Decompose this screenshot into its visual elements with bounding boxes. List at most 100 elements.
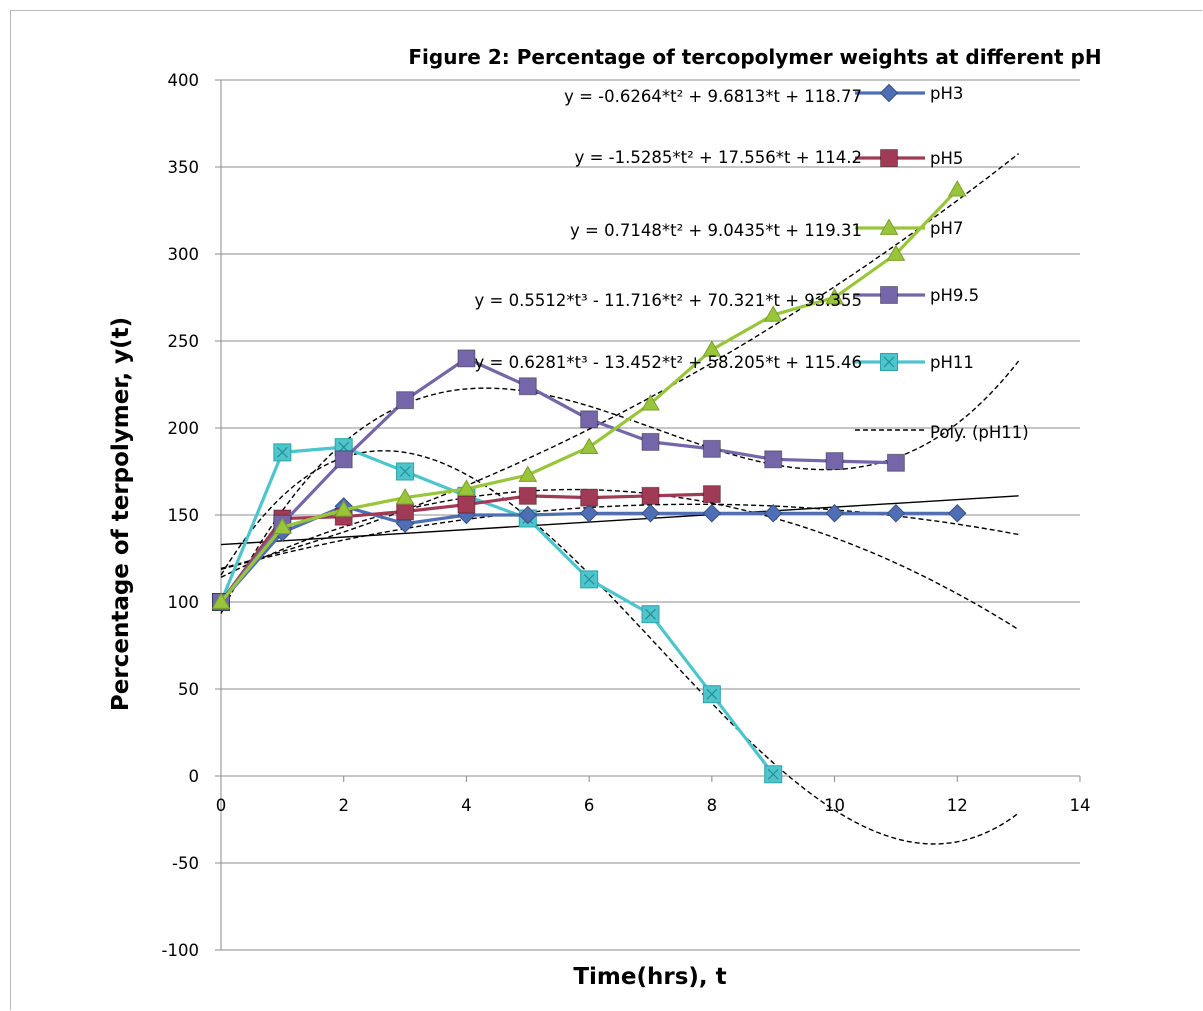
legend-label: Poly. (pH11) [930, 423, 1029, 442]
data-point-pH5 [457, 495, 476, 514]
x-tick-label: 8 [707, 796, 718, 815]
trendline-3 [220, 153, 1020, 570]
legend-label: pH3 [930, 84, 963, 103]
data-point-pH3 [764, 504, 783, 523]
x-tick-label: 10 [824, 796, 845, 815]
legend-label: pH11 [930, 353, 974, 372]
trendline-equation-4: y = 0.5512*t³ - 11.716*t² + 70.321*t + 9… [475, 291, 862, 310]
axes: -100 -50 0 50 100 150 200 250 300 350 400 0 2 4 6 8 10 12… [162, 71, 1091, 960]
data-point-pH7 [947, 180, 967, 197]
data-point-pH9.5 [518, 377, 537, 396]
data-point-pH9.5 [825, 452, 844, 471]
data-point-pH7 [272, 517, 292, 535]
chart-frame [10, 10, 1202, 1010]
x-axis-title: Time(hrs), t [573, 964, 726, 990]
y-tick-label: -100 [162, 941, 199, 960]
data-point-pH5 [396, 502, 415, 521]
data-point-pH7 [518, 465, 538, 482]
x-tick-label: 14 [1070, 796, 1091, 815]
x-tick-label: 12 [947, 796, 968, 815]
data-point-pH7 [457, 479, 476, 496]
data-point-pH3 [518, 505, 537, 525]
data-point-pH7 [579, 437, 599, 455]
series-pH9.5 [212, 349, 905, 611]
data-point-pH9.5 [886, 453, 905, 472]
series-pH7 [211, 180, 967, 609]
data-point-pH3 [641, 504, 660, 523]
data-point-pH9.5 [702, 439, 721, 458]
y-tick-label: 400 [168, 71, 200, 90]
y-tick-label: 350 [168, 158, 200, 177]
data-point-pH9.5 [334, 450, 353, 469]
data-point-pH9.5 [641, 432, 660, 451]
y-axis-title: Percentage of terpolymer, y(t) [108, 317, 134, 711]
y-tick-label: 200 [168, 419, 200, 438]
data-point-pH9.5 [457, 349, 476, 368]
data-point-pH7 [395, 488, 415, 505]
series-pH5 [212, 485, 721, 611]
series-line-pH11 [219, 445, 775, 776]
legend-item-trend: Poly. (pH11) [855, 423, 1029, 442]
legend-item-pH5: pH5 [855, 149, 963, 168]
y-tick-label: 100 [168, 593, 200, 612]
x-tick-label: 4 [461, 796, 472, 815]
trendline-equation-2: y = -1.5285*t² + 17.556*t + 114.2 [575, 148, 862, 167]
legend-marker [880, 286, 898, 304]
trendline-1 [220, 503, 1019, 570]
data-point-pH11-cross [583, 573, 595, 585]
y-tick-label: 150 [168, 506, 200, 525]
data-point-pH5 [518, 486, 537, 505]
linear-trendline [220, 495, 1019, 546]
x-tick-label: 2 [338, 796, 349, 815]
legend-marker [879, 83, 899, 103]
y-tick-label: 0 [189, 767, 200, 786]
series-line-pH9.5 [219, 356, 896, 603]
data-point-pH11-cross [276, 446, 288, 458]
data-point-pH3 [886, 504, 906, 523]
legend-item-pH3: pH3 [855, 83, 963, 103]
data-point-pH5 [641, 486, 660, 505]
data-point-pH7 [641, 394, 660, 411]
data-point-pH7 [702, 340, 722, 357]
x-tick-label: 6 [584, 796, 595, 815]
data-point-pH9.5 [764, 450, 783, 469]
data-point-pH11-cross [338, 441, 350, 453]
trendline-equation-5: y = 0.6281*t³ - 13.452*t² + 58.205*t + 1… [475, 353, 862, 372]
data-point-pH5 [580, 488, 599, 507]
legend: pH3 pH5 pH7 pH9.5 pH11 Poly. (pH11) [855, 83, 1029, 442]
trendline-equation-3: y = 0.7148*t² + 9.0435*t + 119.31 [570, 221, 862, 240]
data-point-pH11-cross [767, 768, 779, 780]
legend-item-pH9.5: pH9.5 [855, 286, 979, 305]
legend-label: pH5 [930, 149, 963, 168]
data-point-pH9.5 [580, 410, 599, 429]
trendline-2 [220, 488, 1019, 631]
series-layer [211, 180, 967, 784]
y-tick-label: -50 [172, 854, 199, 873]
trendline-equation-1: y = -0.6264*t² + 9.6813*t + 118.77 [564, 87, 862, 106]
chart-title: Figure 2: Percentage of tercopolymer wei… [408, 45, 1101, 69]
y-tick-label: 250 [168, 332, 200, 351]
data-point-pH7 [886, 244, 906, 261]
data-point-pH3 [825, 504, 844, 523]
data-point-pH11-cross [706, 688, 718, 700]
legend-marker [880, 149, 898, 167]
legend-item-pH11: pH11 [855, 353, 974, 372]
data-point-pH7 [211, 592, 231, 609]
data-point-pH7 [763, 305, 783, 322]
legend-label: pH7 [930, 219, 963, 238]
y-tick-label: 50 [178, 680, 199, 699]
data-point-pH3 [702, 504, 722, 523]
x-tick-label: 0 [216, 796, 227, 815]
series-line-pH7 [219, 188, 959, 604]
data-point-pH11-cross [645, 608, 656, 620]
legend-item-pH7: pH7 [855, 218, 963, 238]
trendline-4 [220, 360, 1020, 614]
data-point-pH11-cross [399, 466, 411, 477]
trendline-equations: y = -0.6264*t² + 9.6813*t + 118.77 y = -1… [475, 87, 862, 372]
legend-marker-cross [883, 356, 895, 368]
trendline-5 [220, 450, 1020, 845]
data-point-pH7 [825, 287, 844, 305]
data-point-pH5 [702, 485, 721, 504]
legend-label: pH9.5 [930, 286, 979, 305]
